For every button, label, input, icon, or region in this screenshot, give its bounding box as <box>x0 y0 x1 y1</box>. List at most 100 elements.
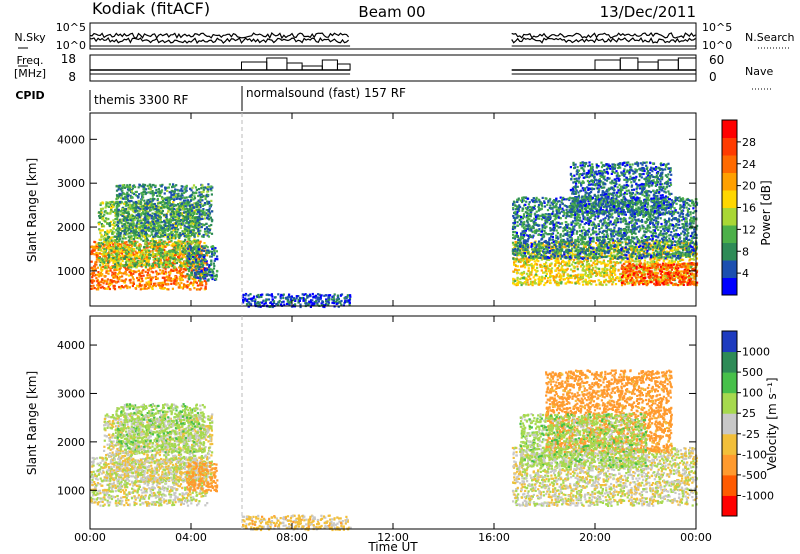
range-cell <box>595 241 598 245</box>
range-cell <box>90 287 93 290</box>
range-cell <box>532 276 535 279</box>
range-cell <box>125 259 128 262</box>
range-cell <box>549 272 552 275</box>
range-cell <box>206 263 209 266</box>
range-cell <box>278 301 281 304</box>
range-cell <box>172 259 175 262</box>
range-cell <box>611 276 614 279</box>
range-cell <box>165 263 168 266</box>
range-cell <box>194 186 197 189</box>
range-cell <box>544 274 548 278</box>
range-cell <box>179 251 182 254</box>
range-cell <box>142 218 145 222</box>
range-cell <box>571 281 574 284</box>
range-cell <box>139 271 142 274</box>
range-cell <box>158 265 161 268</box>
range-cell <box>121 208 124 211</box>
range-cell <box>335 302 338 305</box>
range-cell <box>127 248 131 251</box>
range-cell <box>109 220 113 223</box>
range-cell <box>166 189 169 192</box>
range-cell <box>138 226 141 229</box>
range-cell <box>174 188 177 191</box>
range-cell <box>121 225 124 228</box>
range-cell <box>275 303 278 306</box>
range-cell <box>207 273 210 276</box>
range-cell <box>298 299 301 302</box>
range-cell <box>142 222 145 226</box>
range-cell <box>161 247 164 250</box>
nave-right-label: Nave <box>745 65 773 78</box>
range-cell <box>171 245 174 248</box>
range-cell <box>118 268 121 271</box>
range-cell <box>140 214 143 217</box>
range-cell <box>620 284 624 287</box>
noise-panel: N.Sky 10^5 10^0 N.Search 10^5 10^0 <box>14 21 794 52</box>
noise-line <box>511 32 696 39</box>
range-cell <box>134 207 137 210</box>
range-cell <box>163 257 166 260</box>
range-cell <box>185 220 188 223</box>
range-cell <box>152 248 155 251</box>
range-cell <box>195 270 198 273</box>
range-cell <box>179 208 182 211</box>
range-cell <box>146 199 149 202</box>
range-cell <box>148 285 152 288</box>
range-cell <box>153 283 156 287</box>
range-cell <box>175 204 178 207</box>
range-cell <box>203 211 206 214</box>
range-cell <box>201 195 204 199</box>
range-cell <box>199 254 202 257</box>
range-cell <box>121 249 124 252</box>
range-cell <box>196 242 199 245</box>
range-cell <box>195 239 198 242</box>
range-cell <box>159 260 162 263</box>
range-cell <box>136 284 139 287</box>
range-cell <box>172 201 175 204</box>
range-cell <box>190 225 193 228</box>
range-cell <box>137 244 140 247</box>
range-cell <box>247 294 250 297</box>
range-cell <box>189 240 192 243</box>
range-cell <box>133 264 136 267</box>
range-cell <box>113 245 117 248</box>
range-cell <box>145 287 148 290</box>
range-cell <box>144 277 147 280</box>
range-cell <box>193 287 196 290</box>
range-cell <box>194 221 197 224</box>
range-cell <box>123 246 127 249</box>
range-cell <box>163 248 166 251</box>
range-cell <box>170 230 173 233</box>
range-cell <box>146 215 149 218</box>
range-cell <box>145 259 148 262</box>
range-cell <box>139 253 142 256</box>
range-cell <box>144 265 148 268</box>
range-cell <box>134 230 138 234</box>
range-cell <box>198 288 201 291</box>
date-title: 13/Dec/2011 <box>600 3 696 21</box>
range-cell <box>157 243 160 246</box>
range-cell <box>169 218 172 221</box>
range-cell <box>126 249 129 252</box>
range-cell <box>180 276 184 279</box>
range-cell <box>143 287 146 290</box>
range-cell <box>116 277 119 280</box>
range-cell <box>185 217 188 221</box>
range-cell <box>202 245 205 248</box>
range-cell <box>177 210 180 213</box>
range-cell <box>282 293 285 296</box>
range-cell <box>164 202 167 205</box>
range-cell <box>97 223 101 226</box>
range-cell <box>283 303 286 306</box>
range-cell <box>118 193 121 196</box>
range-cell <box>254 298 257 301</box>
range-cell <box>115 251 118 254</box>
range-cell <box>173 254 176 257</box>
range-cell <box>195 212 198 215</box>
range-cell <box>101 201 104 204</box>
range-cell <box>131 251 134 254</box>
range-cell <box>132 281 135 284</box>
range-cell <box>161 232 164 235</box>
range-cell <box>109 203 112 206</box>
range-cell <box>174 224 177 227</box>
